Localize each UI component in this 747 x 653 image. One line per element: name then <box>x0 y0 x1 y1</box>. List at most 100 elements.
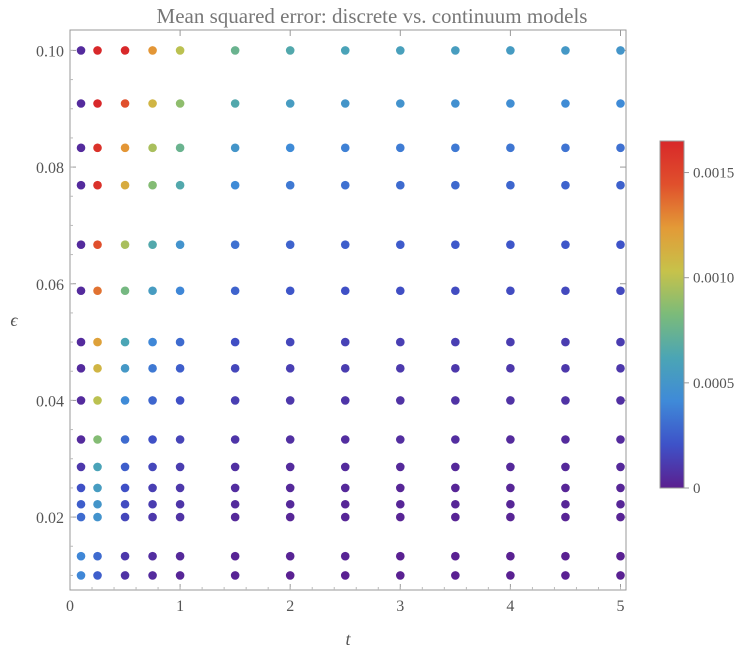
x-tick-label: 0 <box>66 598 74 615</box>
data-point <box>285 462 295 472</box>
data-point <box>561 337 570 347</box>
y-axis-title: ϵ <box>10 310 18 330</box>
data-point <box>285 396 295 405</box>
data-point <box>285 364 295 373</box>
data-point <box>506 364 515 373</box>
data-point <box>561 286 570 296</box>
data-point <box>395 551 405 561</box>
data-point <box>561 512 570 522</box>
data-point <box>120 240 130 249</box>
data-point <box>340 499 350 509</box>
data-point <box>175 337 185 347</box>
data-point <box>395 483 405 493</box>
data-point <box>120 286 130 296</box>
y-tick-label: 0.08 <box>36 160 64 177</box>
data-point <box>120 143 130 153</box>
data-point <box>76 462 86 472</box>
data-point <box>561 143 570 153</box>
data-point <box>230 551 240 561</box>
data-point <box>120 435 130 444</box>
data-point <box>230 435 240 444</box>
data-point <box>175 512 185 522</box>
data-point <box>561 240 570 249</box>
data-point <box>616 499 625 509</box>
data-point <box>93 286 102 296</box>
data-point <box>93 99 102 108</box>
data-point <box>175 46 185 55</box>
x-tick-label: 1 <box>176 598 184 615</box>
colorbar-tick-label: 0.0010 <box>693 271 734 287</box>
data-point <box>616 462 625 472</box>
data-point <box>616 180 625 190</box>
data-point <box>230 571 240 580</box>
data-point <box>120 462 130 472</box>
data-point <box>506 396 515 405</box>
data-point <box>148 462 157 472</box>
data-point <box>395 512 405 522</box>
data-point <box>340 435 350 444</box>
data-point <box>93 499 102 509</box>
data-point <box>93 462 102 472</box>
data-point <box>340 99 350 108</box>
x-tick-label: 3 <box>396 598 404 615</box>
data-point <box>340 180 350 190</box>
data-point <box>285 99 295 108</box>
data-point <box>285 512 295 522</box>
data-point <box>561 364 570 373</box>
data-point <box>451 483 460 493</box>
data-point <box>230 462 240 472</box>
data-point <box>230 364 240 373</box>
data-point <box>561 571 570 580</box>
data-point <box>93 143 102 153</box>
data-point <box>76 99 86 108</box>
data-point <box>93 337 102 347</box>
data-point <box>175 571 185 580</box>
data-point <box>451 396 460 405</box>
data-point <box>148 286 157 296</box>
data-point <box>451 180 460 190</box>
data-point <box>340 396 350 405</box>
data-point <box>285 180 295 190</box>
data-point <box>76 499 86 509</box>
data-point <box>561 483 570 493</box>
data-point <box>230 337 240 347</box>
data-point <box>451 46 460 55</box>
data-point <box>148 143 157 153</box>
data-point <box>148 483 157 493</box>
data-point <box>340 46 350 55</box>
data-point <box>506 99 515 108</box>
x-tick-label: 5 <box>616 598 624 615</box>
data-point <box>561 499 570 509</box>
data-point <box>285 483 295 493</box>
data-point <box>120 396 130 405</box>
data-point <box>148 499 157 509</box>
data-point <box>175 99 185 108</box>
data-point <box>616 240 625 249</box>
data-point <box>175 286 185 296</box>
colorbar-tick-label: 0 <box>693 481 701 497</box>
x-axis-title: t <box>345 629 351 649</box>
chart-title: Mean squared error: discrete vs. continu… <box>157 4 588 28</box>
data-point <box>76 396 86 405</box>
data-point <box>451 240 460 249</box>
data-point <box>230 143 240 153</box>
data-point <box>451 435 460 444</box>
data-point <box>93 435 102 444</box>
data-point <box>616 396 625 405</box>
data-point <box>340 483 350 493</box>
y-tick-label: 0.02 <box>36 510 64 527</box>
data-point <box>561 435 570 444</box>
data-point <box>506 240 515 249</box>
data-point <box>451 337 460 347</box>
data-point <box>395 337 405 347</box>
data-point <box>175 240 185 249</box>
data-point <box>148 571 157 580</box>
x-tick-label: 2 <box>286 598 294 615</box>
data-point <box>340 337 350 347</box>
data-point <box>76 46 86 55</box>
data-point <box>93 240 102 249</box>
colorbar-tick-label: 0.0015 <box>693 166 734 182</box>
data-point <box>120 551 130 561</box>
data-point <box>340 364 350 373</box>
data-point <box>616 286 625 296</box>
